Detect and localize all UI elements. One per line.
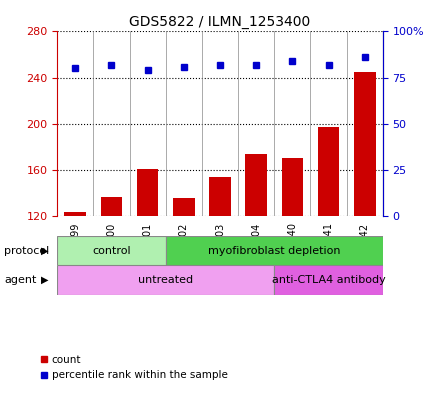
Bar [274,265,383,295]
Text: ▶: ▶ [40,246,48,256]
Text: anti-CTLA4 antibody: anti-CTLA4 antibody [271,275,385,285]
Bar [318,127,339,216]
Bar [64,211,86,216]
Text: myofibroblast depletion: myofibroblast depletion [208,246,341,255]
Text: control: control [92,246,131,255]
Bar [57,236,166,265]
Title: GDS5822 / ILMN_1253400: GDS5822 / ILMN_1253400 [129,15,311,29]
Text: untreated: untreated [138,275,193,285]
Bar [166,236,383,265]
Bar [282,158,303,216]
Bar [137,169,158,216]
Text: agent: agent [4,275,37,285]
Text: protocol: protocol [4,246,50,256]
Text: ▶: ▶ [40,275,48,285]
Legend: count, percentile rank within the sample: count, percentile rank within the sample [40,355,228,380]
Bar [57,265,274,295]
Bar [101,196,122,216]
Bar [209,177,231,216]
Bar [246,154,267,216]
Bar [173,198,194,216]
Bar [354,72,376,216]
